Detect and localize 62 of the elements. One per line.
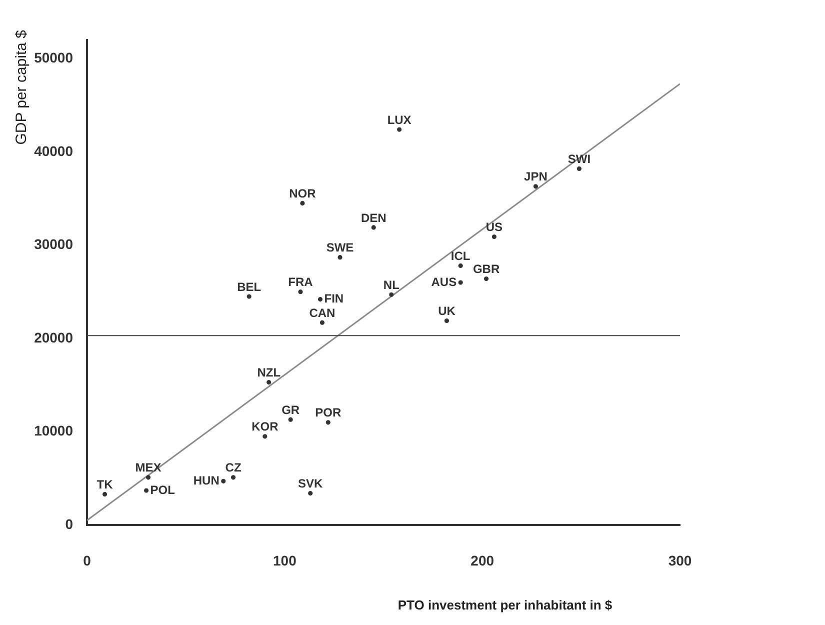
y-tick-label: 40000 xyxy=(34,142,74,159)
point xyxy=(458,280,463,285)
series-label: ICL xyxy=(450,249,470,264)
point xyxy=(389,292,394,297)
series-label: POL xyxy=(150,482,175,497)
series-label: UK xyxy=(438,304,456,318)
point xyxy=(371,225,376,230)
series-label: FRA xyxy=(288,275,314,290)
series-label: GR xyxy=(282,402,300,417)
x-tick-label: 100 xyxy=(272,552,297,568)
x-tick-label: 0 xyxy=(83,552,92,568)
series-label: BEL xyxy=(237,280,262,294)
point xyxy=(230,475,236,480)
x-axis-title: PTO investment per inhabitant in $ xyxy=(398,598,613,613)
series-label: POR xyxy=(315,406,342,420)
series-label: US xyxy=(486,220,503,234)
series-label: JPN xyxy=(524,170,548,184)
y-tick-label: 0 xyxy=(65,516,74,532)
series-label: NL xyxy=(383,278,400,292)
series-label: GBR xyxy=(472,262,500,276)
point xyxy=(308,490,313,496)
series-label: SWE xyxy=(326,240,354,255)
series-label: TK xyxy=(96,478,114,492)
point xyxy=(221,478,226,484)
point xyxy=(533,184,538,189)
series-label: SVK xyxy=(298,476,324,491)
y-tick-label: 10000 xyxy=(34,422,74,439)
x-tick-label: 300 xyxy=(668,552,692,568)
point xyxy=(262,434,268,439)
point xyxy=(484,276,489,282)
point xyxy=(144,488,149,493)
series-label: LUX xyxy=(387,112,412,127)
point xyxy=(492,234,496,240)
point xyxy=(266,380,272,385)
point xyxy=(102,492,108,497)
point xyxy=(300,200,305,206)
point xyxy=(458,263,463,268)
series-label: DEN xyxy=(360,210,386,225)
y-tick-label: 50000 xyxy=(34,50,74,66)
series-label: KOR xyxy=(252,420,279,434)
series-label: NOR xyxy=(289,186,316,201)
series-label: NZL xyxy=(257,366,281,380)
point xyxy=(444,318,450,324)
point xyxy=(146,475,151,480)
point xyxy=(320,320,325,325)
point xyxy=(298,290,303,294)
series-label: CZ xyxy=(225,460,242,475)
series-label: FIN xyxy=(324,292,344,306)
point xyxy=(246,294,252,299)
point xyxy=(318,296,323,302)
series-label: AUS xyxy=(431,274,457,289)
point xyxy=(338,255,342,260)
point xyxy=(288,417,293,422)
point xyxy=(397,127,402,132)
y-axis-title: GDP per capita $ xyxy=(13,29,30,145)
x-tick-label: 200 xyxy=(470,552,494,568)
point xyxy=(576,166,582,172)
y-tick-label: 30000 xyxy=(34,236,74,252)
series-label: CAN xyxy=(309,306,336,320)
point xyxy=(326,420,330,425)
y-tick-label: 20000 xyxy=(34,329,74,346)
series-label: HUN xyxy=(193,473,220,488)
